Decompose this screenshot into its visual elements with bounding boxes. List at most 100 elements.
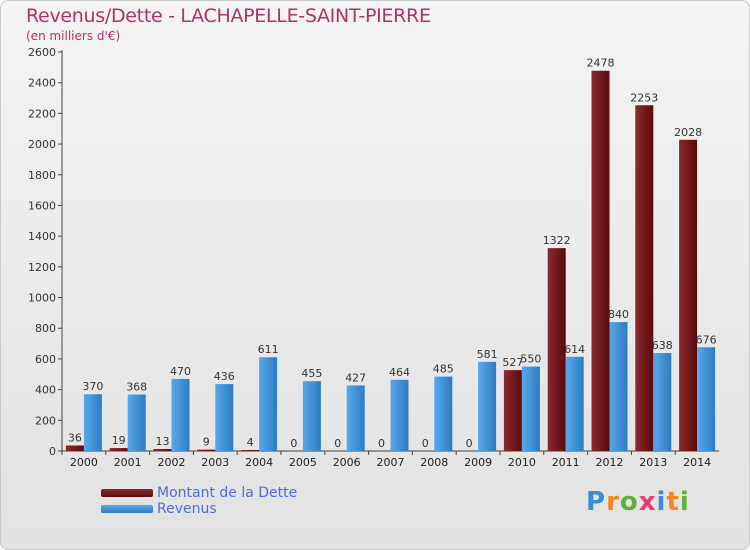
x-tick-label: 2001: [114, 456, 142, 469]
bar-revenus: [215, 384, 234, 451]
data-label-revenus: 638: [652, 339, 673, 352]
data-label-revenus: 427: [345, 371, 366, 384]
data-label-dette: 13: [156, 435, 170, 448]
bar-revenus: [171, 378, 190, 451]
data-label-revenus: 840: [608, 308, 629, 321]
data-label-dette: 36: [68, 431, 82, 444]
bar-revenus: [478, 361, 497, 451]
y-tick-label: 2600: [28, 46, 56, 59]
data-label-dette: 0: [466, 437, 473, 450]
data-label-revenus: 611: [258, 343, 279, 356]
data-label-revenus: 485: [433, 363, 454, 376]
chart-title: Revenus/Dette - LACHAPELLE-SAINT-PIERRE: [26, 5, 431, 27]
logo-letter: i: [679, 487, 690, 517]
y-tick-label: 200: [35, 414, 56, 427]
y-tick-label: 1400: [28, 230, 56, 243]
bar-dette: [503, 370, 522, 451]
logo-letter: P: [586, 487, 607, 517]
logo-letter: t: [666, 487, 680, 517]
data-label-revenus: 368: [126, 381, 147, 394]
data-label-dette: 9: [203, 436, 210, 449]
x-tick-label: 2004: [245, 456, 273, 469]
data-label-dette: 2253: [630, 91, 658, 104]
data-label-dette: 1322: [543, 234, 571, 247]
y-tick-label: 2200: [28, 107, 56, 120]
data-label-dette: 527: [502, 356, 523, 369]
bar-revenus: [653, 353, 672, 451]
data-label-revenus: 470: [170, 365, 191, 378]
x-tick-label: 2003: [201, 456, 229, 469]
bar-revenus: [127, 394, 146, 451]
data-label-dette: 0: [334, 437, 341, 450]
y-tick-label: 400: [35, 384, 56, 397]
data-label-revenus: 614: [564, 343, 585, 356]
bar-revenus: [521, 366, 540, 451]
proxiti-logo: Proxiti: [586, 487, 690, 517]
data-label-dette: 0: [422, 437, 429, 450]
bar-dette: [65, 445, 84, 451]
logo-letter: o: [619, 487, 639, 517]
legend-label-revenus: Revenus: [157, 501, 217, 517]
logo-letter: i: [656, 487, 667, 517]
data-label-revenus: 550: [520, 353, 541, 366]
data-label-dette: 2478: [587, 57, 615, 70]
logo-letter: r: [606, 487, 620, 517]
y-tick-label: 1800: [28, 169, 56, 182]
bar-dette: [197, 449, 216, 451]
y-tick-label: 1000: [28, 292, 56, 305]
y-tick-label: 1200: [28, 261, 56, 274]
data-label-dette: 19: [112, 434, 126, 447]
bar-dette: [547, 248, 566, 451]
bar-revenus: [434, 376, 453, 451]
x-tick-label: 2014: [683, 456, 711, 469]
bar-dette: [635, 105, 654, 451]
x-tick-label: 2012: [596, 456, 624, 469]
y-tick-label: 800: [35, 322, 56, 335]
x-tick-label: 2010: [508, 456, 536, 469]
bar-dette: [591, 70, 610, 452]
bar-revenus: [390, 379, 409, 451]
bar-revenus: [302, 381, 321, 451]
x-tick-label: 2006: [333, 456, 361, 469]
data-label-revenus: 676: [696, 333, 717, 346]
data-label-dette: 0: [378, 437, 385, 450]
bar-dette: [153, 449, 172, 451]
data-label-dette: 0: [290, 437, 297, 450]
x-tick-label: 2000: [70, 456, 98, 469]
data-label-revenus: 581: [477, 348, 498, 361]
y-tick-label: 600: [35, 353, 56, 366]
bar-revenus: [83, 394, 102, 451]
bar-dette: [241, 450, 260, 451]
data-label-dette: 2028: [674, 126, 702, 139]
x-tick-label: 2005: [289, 456, 317, 469]
x-tick-label: 2013: [639, 456, 667, 469]
bar-revenus: [697, 347, 716, 451]
bar-dette: [679, 139, 698, 451]
bar-revenus: [609, 322, 628, 451]
bar-revenus: [259, 357, 278, 451]
data-label-revenus: 455: [301, 367, 322, 380]
data-label-revenus: 370: [82, 380, 103, 393]
y-tick-label: 1600: [28, 199, 56, 212]
data-label-revenus: 436: [214, 370, 235, 383]
y-tick-label: 2400: [28, 77, 56, 90]
x-tick-label: 2008: [420, 456, 448, 469]
bar-revenus: [565, 356, 584, 451]
legend-swatch-dette: [101, 489, 153, 497]
data-label-revenus: 464: [389, 366, 410, 379]
bar-dette: [109, 448, 128, 451]
legend-label-dette: Montant de la Dette: [157, 485, 298, 501]
logo-letter: x: [638, 487, 657, 517]
x-tick-label: 2009: [464, 456, 492, 469]
x-tick-label: 2007: [377, 456, 405, 469]
x-tick-label: 2002: [158, 456, 186, 469]
x-tick-label: 2011: [552, 456, 580, 469]
data-label-dette: 4: [247, 436, 254, 449]
bar-revenus: [346, 385, 365, 451]
y-tick-label: 2000: [28, 138, 56, 151]
y-tick-label: 0: [49, 445, 56, 458]
legend-swatch-revenus: [101, 505, 153, 513]
chart-subtitle: (en milliers d'€): [26, 29, 121, 43]
